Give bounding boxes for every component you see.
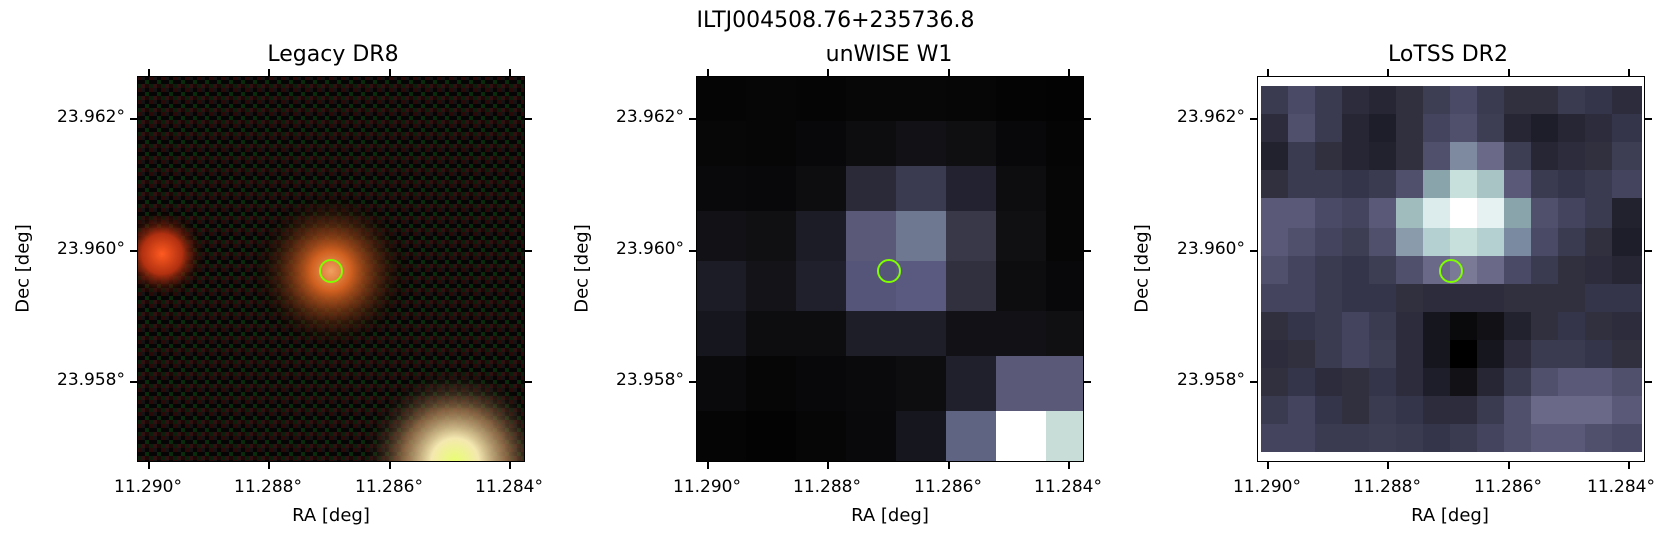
legacy-optical-image bbox=[137, 76, 525, 462]
x-axis-label: RA [deg] bbox=[292, 505, 370, 526]
target-marker bbox=[1439, 259, 1463, 283]
x-tick-label: 11.284° bbox=[1034, 477, 1102, 497]
y-tick-label: 23.958° bbox=[1177, 370, 1245, 390]
x-tick-label: 11.288° bbox=[793, 477, 861, 497]
x-tick-label: 11.284° bbox=[1587, 477, 1655, 497]
y-tick-label: 23.960° bbox=[57, 239, 125, 259]
target-marker bbox=[877, 259, 901, 283]
panel-title: unWISE W1 bbox=[825, 42, 953, 67]
x-tick-label: 11.290° bbox=[673, 477, 741, 497]
unwise-infrared-image bbox=[696, 76, 1084, 462]
x-axis-label: RA [deg] bbox=[1411, 505, 1489, 526]
x-tick-label: 11.288° bbox=[234, 477, 302, 497]
target-marker bbox=[319, 259, 343, 283]
x-tick-label: 11.284° bbox=[475, 477, 543, 497]
x-tick-label: 11.290° bbox=[1233, 477, 1301, 497]
x-axis-label: RA [deg] bbox=[851, 505, 929, 526]
y-tick-label: 23.962° bbox=[616, 107, 684, 127]
y-tick-label: 23.962° bbox=[1177, 107, 1245, 127]
x-tick-label: 11.288° bbox=[1353, 477, 1421, 497]
y-tick-label: 23.958° bbox=[57, 370, 125, 390]
lotss-radio-image bbox=[1257, 76, 1645, 462]
x-tick-label: 11.286° bbox=[355, 477, 423, 497]
figure-title: ILTJ004508.76+235736.8 bbox=[696, 8, 975, 33]
y-axis-label: Dec [deg] bbox=[571, 224, 593, 313]
x-tick-label: 11.286° bbox=[1474, 477, 1542, 497]
y-axis-label: Dec [deg] bbox=[12, 224, 34, 313]
panel-title: LoTSS DR2 bbox=[1388, 42, 1508, 67]
panel-title: Legacy DR8 bbox=[267, 42, 399, 67]
y-tick-label: 23.962° bbox=[57, 107, 125, 127]
x-tick-label: 11.290° bbox=[114, 477, 182, 497]
y-tick-label: 23.960° bbox=[1177, 239, 1245, 259]
x-tick-label: 11.286° bbox=[914, 477, 982, 497]
y-tick-label: 23.958° bbox=[616, 370, 684, 390]
y-tick-label: 23.960° bbox=[616, 239, 684, 259]
y-axis-label: Dec [deg] bbox=[1131, 224, 1153, 313]
